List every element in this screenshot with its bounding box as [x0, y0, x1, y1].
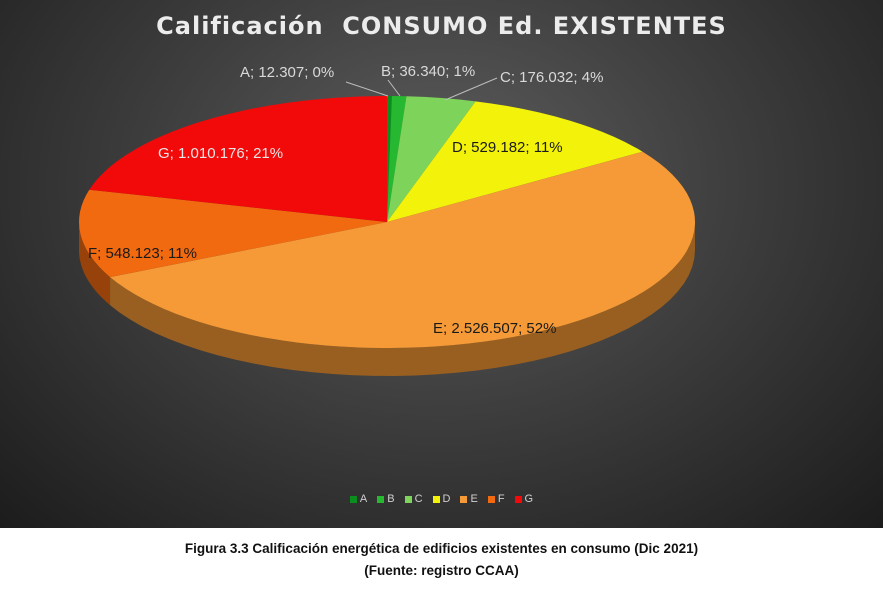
pie-slice-b [387, 96, 407, 222]
pie-slice-g [89, 96, 387, 222]
legend-swatch-b [377, 495, 385, 503]
data-label-c: C; 176.032; 4% [500, 69, 603, 86]
caption-line-1: Figura 3.3 Calificación energética de ed… [184, 541, 699, 556]
pie-slice-side-f [79, 222, 111, 306]
leader-line-b [387, 79, 401, 97]
pie-slice-d [387, 101, 643, 222]
legend-swatch-a [349, 495, 357, 503]
legend-swatch-g [514, 495, 522, 503]
chart-title: Calificación CONSUMO Ed. EXISTENTES [156, 12, 727, 40]
legend-item-d: D [432, 493, 451, 505]
legend-swatch-c [404, 495, 412, 503]
legend-item-f: F [487, 493, 505, 505]
leader-line-c [444, 77, 498, 101]
legend-label-a: A [359, 493, 368, 505]
legend-item-a: A [349, 493, 368, 505]
legend-item-b: B [377, 493, 395, 505]
data-label-e: E; 2.526.507; 52% [433, 320, 556, 337]
pie-slice-e [110, 151, 696, 349]
leader-line-a [345, 81, 389, 97]
figure-caption: Figura 3.3 Calificación energética de ed… [0, 538, 883, 582]
pie-slice-a [387, 96, 392, 222]
pie-chart: A; 12.307; 0% B; 36.340; 1% C; 176.032; 4%… [79, 63, 696, 376]
legend-label-d: D [442, 493, 451, 505]
data-label-b: B; 36.340; 1% [381, 63, 475, 80]
legend-label-e: E [470, 493, 478, 505]
legend-label-f: F [497, 493, 505, 505]
legend-swatch-d [432, 495, 440, 503]
legend-label-b: B [387, 493, 395, 505]
legend-item-c: C [404, 493, 423, 505]
caption-line-2: (Fuente: registro CCAA) [364, 563, 519, 578]
data-label-d: D; 529.182; 11% [452, 139, 563, 156]
pie-slice-f [79, 189, 388, 278]
data-label-g: G; 1.010.176; 21% [158, 145, 283, 162]
pie-slice-c [387, 96, 476, 222]
legend-label-c: C [414, 493, 423, 505]
pie-slice-side-e [110, 222, 695, 376]
data-label-f: F; 548.123; 11% [88, 245, 197, 262]
legend-label-g: G [524, 493, 534, 505]
chart-legend: A B C D E F G [0, 493, 883, 505]
legend-swatch-e [460, 495, 468, 503]
legend-item-g: G [514, 493, 534, 505]
legend-swatch-f [487, 495, 495, 503]
chart-panel: Calificación CONSUMO Ed. EXISTENTES A; 1… [0, 0, 883, 528]
data-label-a: A; 12.307; 0% [240, 64, 334, 81]
legend-item-e: E [460, 493, 478, 505]
